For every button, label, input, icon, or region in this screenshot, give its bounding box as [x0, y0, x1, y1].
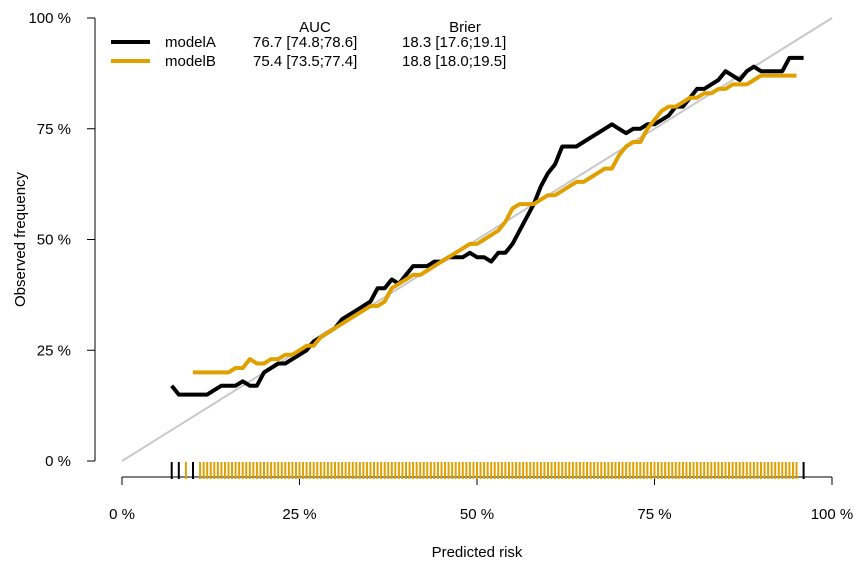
legend-brier-modelA: 18.3 [17.6;19.1] — [402, 34, 506, 51]
legend-auc-modelB: 75.4 [73.5;77.4] — [253, 53, 357, 70]
y-tick-label: 100 % — [28, 10, 71, 27]
x-tick-label: 100 % — [811, 506, 854, 523]
x-tick-label: 50 % — [460, 506, 494, 523]
series-line-modelA — [170, 55, 804, 397]
rug-plot — [170, 462, 805, 479]
y-axis-label: Observed frequency — [12, 171, 29, 307]
x-axis-label: Predicted risk — [432, 544, 523, 561]
series-lines — [170, 55, 804, 397]
x-tick-label: 0 % — [109, 506, 135, 523]
legend-label-modelB: modelB — [165, 53, 216, 70]
legend: AUC Brier modelA 76.7 [74.8;78.6] 18.3 [… — [111, 19, 506, 70]
x-tick-label: 25 % — [282, 506, 316, 523]
x-tick-label: 75 % — [637, 506, 671, 523]
y-tick-label: 0 % — [45, 453, 71, 470]
axes: 0 % 25 % 50 % 75 % 100 % 0 % 25 % 50 % 75 % 100 % — [28, 10, 853, 523]
y-tick-label: 50 % — [37, 232, 71, 249]
legend-header-auc: AUC — [299, 19, 331, 36]
legend-brier-modelB: 18.8 [18.0;19.5] — [402, 53, 506, 70]
reference-diagonal-line — [121, 17, 833, 462]
legend-label-modelA: modelA — [165, 34, 216, 51]
legend-auc-modelA: 76.7 [74.8;78.6] — [253, 34, 357, 51]
series-line-modelB — [193, 73, 797, 375]
y-tick-label: 75 % — [37, 121, 71, 138]
y-tick-label: 25 % — [37, 342, 71, 359]
legend-header-brier: Brier — [449, 19, 481, 36]
